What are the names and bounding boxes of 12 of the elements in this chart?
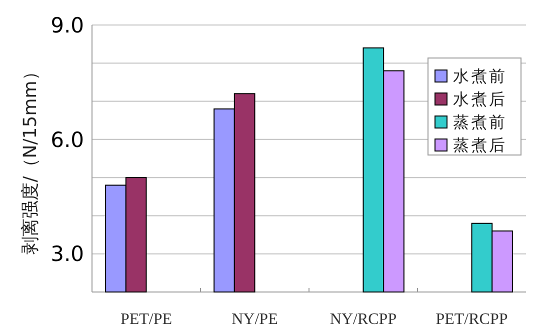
y-tick-label: 9.0 [50,13,84,38]
legend-label: 蒸煮后 [453,136,507,155]
y-tick-label: 6.0 [50,128,84,152]
y-axis-title: 剥离强度/（N/15mm） [20,62,41,254]
x-tick-label: NY/RCPP [330,311,397,328]
x-tick-label: PET/RCPP [436,311,508,328]
x-tick-label: PET/PE [120,311,172,328]
y-tick-label: 3.0 [50,242,84,266]
x-tick-label: NY/PE [232,311,278,328]
legend-label: 水煮前 [453,66,507,86]
legend-label: 水煮后 [453,90,507,109]
legend-label: 蒸煮前 [453,112,507,132]
